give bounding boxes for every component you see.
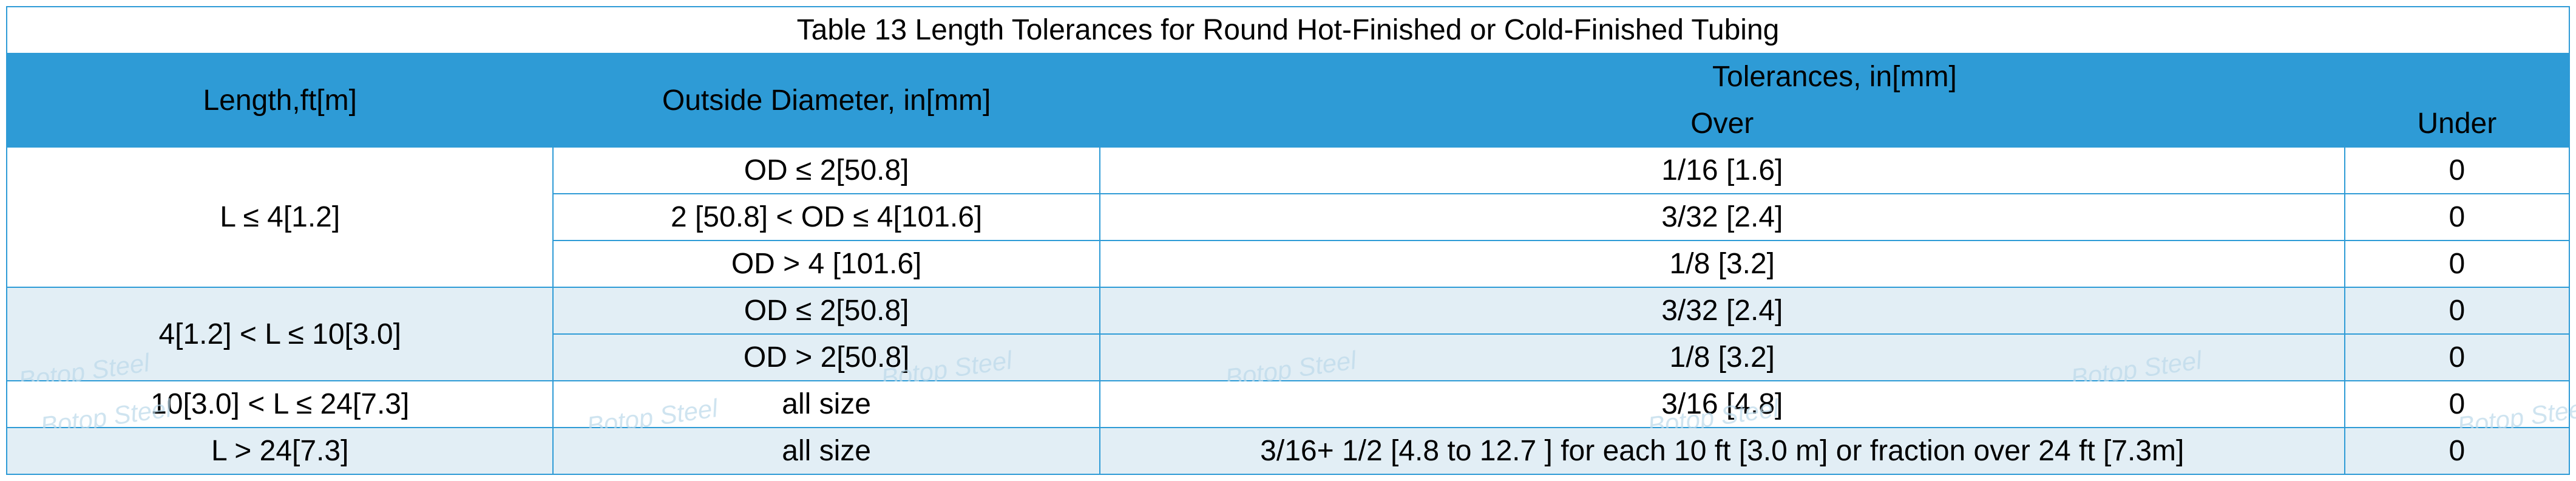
cell-under-text: 0 <box>2449 248 2466 280</box>
table-row: L > 24[7.3] all size 3/16+ 1/2 [4.8 to 12.… <box>7 428 2569 474</box>
cell-od-text: all size <box>782 388 871 420</box>
header-length: Length,ft[m] <box>7 53 553 147</box>
cell-over-text: 1/16 [1.6] <box>1661 154 1783 186</box>
cell-over: 1/16 [1.6] <box>1100 147 2345 194</box>
cell-od-text: OD ≤ 2[50.8] <box>744 295 909 327</box>
table-row: 10[3.0] < L ≤ 24[7.3]Botop Steelall size… <box>7 381 2569 428</box>
cell-under-text: 0 <box>2449 435 2466 467</box>
cell-over-text: 1/8 [3.2] <box>1670 341 1775 374</box>
cell-od-text: 2 [50.8] < OD ≤ 4[101.6] <box>671 201 982 233</box>
cell-od: OD > 4 [101.6] <box>553 241 1099 287</box>
cell-under-text: 0 <box>2449 295 2466 327</box>
cell-over: 3/32 [2.4] <box>1100 287 2345 334</box>
cell-over: 3/16 [4.8]Botop Steel <box>1100 381 2345 428</box>
cell-length: L > 24[7.3] <box>7 428 553 474</box>
cell-length-text: 4[1.2] < L ≤ 10[3.0] <box>158 318 401 350</box>
cell-under: 0Botop Steel <box>2345 381 2569 428</box>
cell-under-text: 0 <box>2449 154 2466 186</box>
cell-over-text: 3/16 [4.8] <box>1661 388 1783 420</box>
cell-under: 0 <box>2345 241 2569 287</box>
cell-od: OD ≤ 2[50.8] <box>553 147 1099 194</box>
cell-od: OD ≤ 2[50.8] <box>553 287 1099 334</box>
cell-under: 0 <box>2345 147 2569 194</box>
header-row-1: Length,ft[m] Outside Diameter, in[mm] To… <box>7 53 2569 100</box>
cell-od-text: all size <box>782 435 871 467</box>
cell-od: 2 [50.8] < OD ≤ 4[101.6] <box>553 194 1099 241</box>
header-over: Over <box>1100 100 2345 147</box>
cell-length: 10[3.0] < L ≤ 24[7.3]Botop Steel <box>7 381 553 428</box>
cell-od-text: OD > 4 [101.6] <box>731 248 922 280</box>
cell-over-text: 3/32 [2.4] <box>1661 201 1783 233</box>
header-tolerances: Tolerances, in[mm] <box>1100 53 2569 100</box>
cell-length: 4[1.2] < L ≤ 10[3.0]Botop Steel <box>7 287 553 381</box>
cell-over: 3/16+ 1/2 [4.8 to 12.7 ] for each 10 ft … <box>1100 428 2345 474</box>
table-row: 4[1.2] < L ≤ 10[3.0]Botop SteelOD ≤ 2[50… <box>7 287 2569 334</box>
cell-over: 1/8 [3.2]Botop SteelBotop Steel <box>1100 334 2345 381</box>
header-od: Outside Diameter, in[mm] <box>553 53 1099 147</box>
table-title: Table 13 Length Tolerances for Round Hot… <box>7 7 2569 53</box>
cell-under: 0 <box>2345 428 2569 474</box>
table-row: L ≤ 4[1.2]OD ≤ 2[50.8]1/16 [1.6]0 <box>7 147 2569 194</box>
cell-over-text: 1/8 [3.2] <box>1670 248 1775 280</box>
cell-under: 0 <box>2345 194 2569 241</box>
cell-under: 0 <box>2345 334 2569 381</box>
tolerances-table: Table 13 Length Tolerances for Round Hot… <box>6 6 2570 475</box>
cell-under: 0 <box>2345 287 2569 334</box>
cell-length-text: L > 24[7.3] <box>211 435 348 467</box>
cell-over: 3/32 [2.4] <box>1100 194 2345 241</box>
cell-under-text: 0 <box>2449 341 2466 374</box>
cell-under-text: 0 <box>2449 388 2466 420</box>
cell-under-text: 0 <box>2449 201 2466 233</box>
cell-length-text: L ≤ 4[1.2] <box>220 201 340 233</box>
cell-od: all sizeBotop Steel <box>553 381 1099 428</box>
cell-length: L ≤ 4[1.2] <box>7 147 553 287</box>
table-title-row: Table 13 Length Tolerances for Round Hot… <box>7 7 2569 53</box>
cell-od: OD > 2[50.8]Botop Steel <box>553 334 1099 381</box>
cell-over: 1/8 [3.2] <box>1100 241 2345 287</box>
cell-length-text: 10[3.0] < L ≤ 24[7.3] <box>151 388 409 420</box>
cell-over-text: 3/32 [2.4] <box>1661 295 1783 327</box>
cell-over-text: 3/16+ 1/2 [4.8 to 12.7 ] for each 10 ft … <box>1260 435 2184 467</box>
cell-od-text: OD > 2[50.8] <box>744 341 910 374</box>
cell-od-text: OD ≤ 2[50.8] <box>744 154 909 186</box>
cell-od: all size <box>553 428 1099 474</box>
header-under: Under <box>2345 100 2569 147</box>
